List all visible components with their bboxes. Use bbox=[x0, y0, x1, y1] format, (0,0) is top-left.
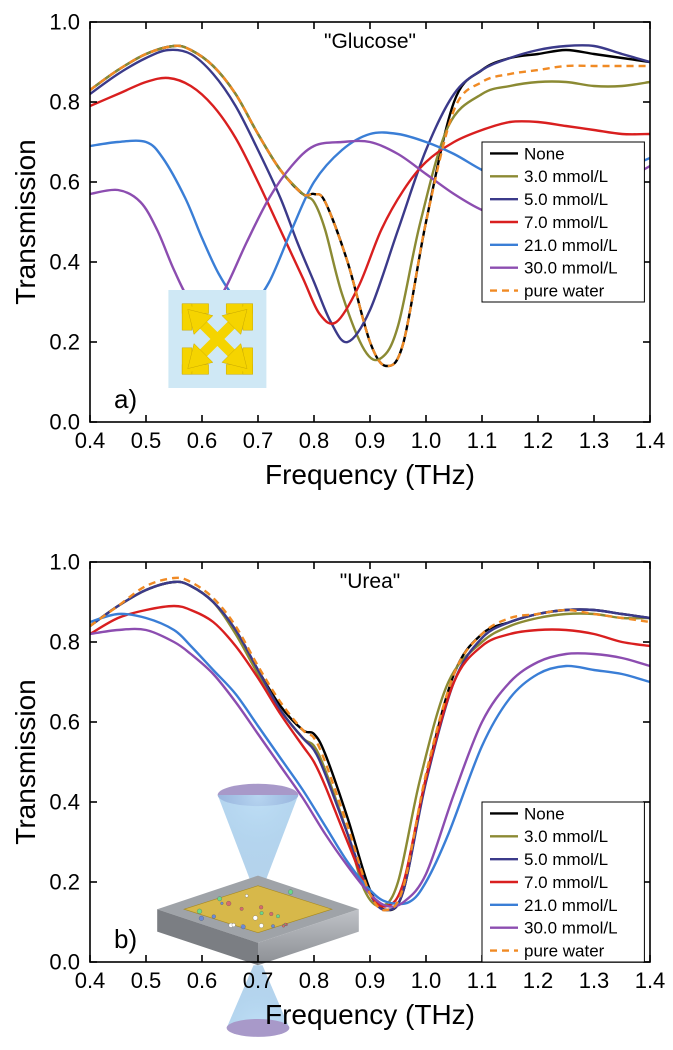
legend-label: 30.0 mmol/L bbox=[524, 919, 618, 938]
xtick-label: 1.1 bbox=[467, 428, 498, 453]
xlabel: Frequency (THz) bbox=[265, 999, 475, 1030]
legend-label: 21.0 mmol/L bbox=[524, 236, 618, 255]
xtick-label: 0.8 bbox=[299, 968, 330, 993]
xlabel: Frequency (THz) bbox=[265, 459, 475, 490]
ytick-label: 0.6 bbox=[49, 710, 80, 735]
ytick-label: 0.8 bbox=[49, 630, 80, 655]
legend-label: 7.0 mmol/L bbox=[524, 213, 608, 232]
xtick-label: 1.0 bbox=[411, 968, 442, 993]
xtick-label: 0.7 bbox=[243, 428, 274, 453]
panel-title: "Urea" bbox=[340, 570, 400, 593]
ytick-label: 0.0 bbox=[49, 950, 80, 975]
xtick-label: 0.8 bbox=[299, 428, 330, 453]
legend-label: pure water bbox=[524, 942, 605, 961]
legend-label: None bbox=[524, 804, 565, 823]
ytick-label: 1.0 bbox=[49, 10, 80, 35]
xtick-label: 0.7 bbox=[243, 968, 274, 993]
xtick-label: 0.9 bbox=[355, 968, 386, 993]
ytick-label: 0.0 bbox=[49, 410, 80, 435]
xtick-label: 1.0 bbox=[411, 428, 442, 453]
inset-unitcell bbox=[168, 290, 266, 388]
xtick-label: 1.4 bbox=[635, 428, 666, 453]
xtick-label: 0.9 bbox=[355, 428, 386, 453]
ytick-label: 0.2 bbox=[49, 330, 80, 355]
legend-label: None bbox=[524, 144, 565, 163]
xtick-label: 1.4 bbox=[635, 968, 666, 993]
xtick-label: 1.2 bbox=[523, 428, 554, 453]
xtick-label: 1.3 bbox=[579, 428, 610, 453]
ytick-label: 0.8 bbox=[49, 90, 80, 115]
figure-page: 0.4 0.5 0.6 0.7 0.8 0.9 1.0 1.1 1.2 1.3 1.4 0.0 0.2 0… bbox=[0, 0, 673, 1050]
ytick-label: 0.4 bbox=[49, 250, 80, 275]
xtick-label: 0.5 bbox=[131, 428, 162, 453]
ytick-label: 1.0 bbox=[49, 550, 80, 575]
ylabel: Transmission bbox=[10, 679, 41, 844]
panel-label: a) bbox=[114, 384, 137, 414]
legend-label: 21.0 mmol/L bbox=[524, 896, 618, 915]
legend-label: pure water bbox=[524, 282, 605, 301]
ytick-label: 0.6 bbox=[49, 170, 80, 195]
xtick-label: 1.2 bbox=[523, 968, 554, 993]
legend-label: 3.0 mmol/L bbox=[524, 167, 608, 186]
ylabel: Transmission bbox=[10, 139, 41, 304]
legend-label: 30.0 mmol/L bbox=[524, 259, 618, 278]
xtick-label: 0.5 bbox=[131, 968, 162, 993]
xtick-label: 0.6 bbox=[187, 968, 218, 993]
xtick-label: 0.6 bbox=[187, 428, 218, 453]
panel-label: b) bbox=[114, 924, 137, 954]
panel-b: 0.4 0.5 0.6 0.7 0.8 0.9 1.0 1.1 1.2 1.3 1.4 0.0 0.2 0… bbox=[0, 540, 673, 1050]
panel-title: "Glucose" bbox=[324, 30, 416, 53]
ytick-label: 0.2 bbox=[49, 870, 80, 895]
ytick-label: 0.4 bbox=[49, 790, 80, 815]
legend-label: 7.0 mmol/L bbox=[524, 873, 608, 892]
xtick-label: 1.3 bbox=[579, 968, 610, 993]
legend-label: 3.0 mmol/L bbox=[524, 827, 608, 846]
legend-label: 5.0 mmol/L bbox=[524, 190, 608, 209]
xtick-label: 1.1 bbox=[467, 968, 498, 993]
legend-label: 5.0 mmol/L bbox=[524, 850, 608, 869]
panel-a: 0.4 0.5 0.6 0.7 0.8 0.9 1.0 1.1 1.2 1.3 1.4 0.0 0.2 0… bbox=[0, 0, 673, 510]
